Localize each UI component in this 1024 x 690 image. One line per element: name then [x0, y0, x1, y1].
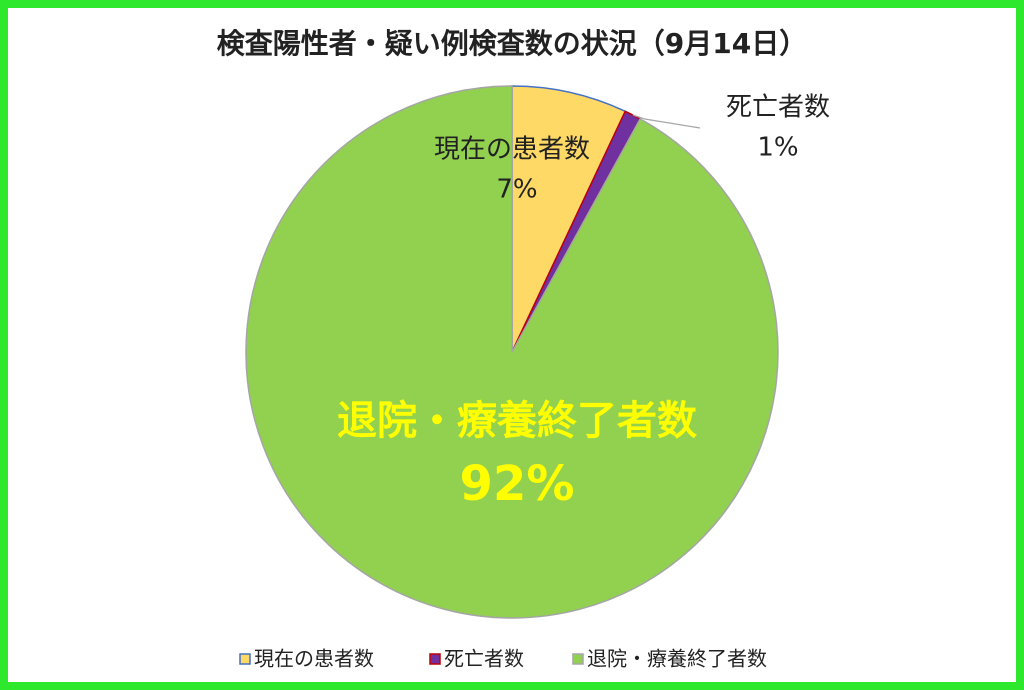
legend-label: 現在の患者数: [254, 647, 374, 671]
legend-label: 死亡者数: [444, 647, 524, 671]
data-label-value: 7%: [496, 175, 537, 205]
data-label-value: 92%: [460, 456, 575, 512]
legend-marker: [239, 653, 251, 665]
data-label-name: 死亡者数: [726, 93, 830, 123]
legend-marker: [572, 653, 584, 665]
pie-slice: [511, 85, 627, 353]
legend-marker: [429, 653, 441, 665]
data-label-value: 1%: [757, 133, 798, 163]
data-label-name: 退院・療養終了者数: [337, 398, 697, 444]
leader-line: [632, 114, 701, 129]
legend-label: 退院・療養終了者数: [587, 647, 767, 671]
chart-title: 検査陽性者・疑い例検査数の状況（9月14日）: [217, 27, 807, 60]
data-label-name: 現在の患者数: [434, 135, 590, 165]
pie-slice: [245, 85, 779, 619]
